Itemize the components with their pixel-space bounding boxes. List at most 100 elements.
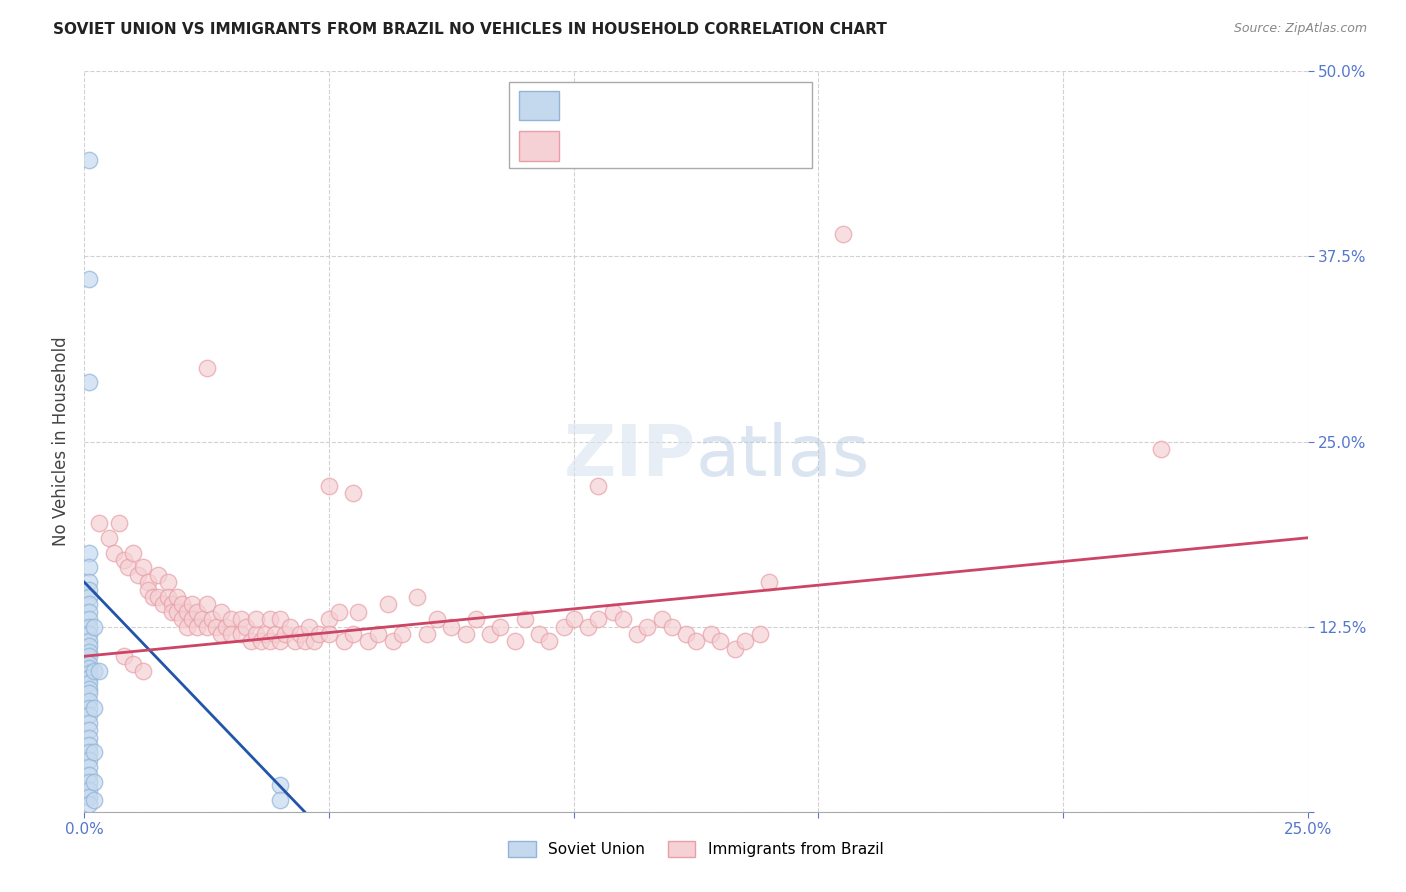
- Point: [269, 793, 291, 807]
- Point: [254, 627, 277, 641]
- Point: [77, 634, 100, 648]
- Point: [152, 598, 174, 612]
- Point: [626, 627, 648, 641]
- Text: atlas: atlas: [696, 422, 870, 491]
- Point: [77, 153, 100, 168]
- Point: [77, 775, 100, 789]
- Point: [107, 516, 129, 530]
- Point: [156, 575, 179, 590]
- Point: [83, 664, 105, 678]
- Point: [576, 619, 599, 633]
- Point: [77, 723, 100, 738]
- Point: [219, 627, 242, 641]
- Point: [77, 753, 100, 767]
- Point: [612, 612, 634, 626]
- Point: [328, 605, 350, 619]
- Point: [269, 634, 291, 648]
- Point: [122, 546, 145, 560]
- Point: [304, 634, 326, 648]
- Point: [367, 627, 389, 641]
- Point: [724, 641, 747, 656]
- Point: [176, 605, 198, 619]
- FancyBboxPatch shape: [519, 131, 558, 161]
- Point: [77, 582, 100, 597]
- Point: [122, 657, 145, 671]
- Point: [87, 516, 110, 530]
- Point: [342, 627, 364, 641]
- Point: [77, 619, 100, 633]
- Point: [127, 567, 149, 582]
- Point: [318, 612, 340, 626]
- Text: R =  0.209   N = 109: R = 0.209 N = 109: [571, 139, 747, 153]
- Point: [77, 271, 100, 285]
- Point: [77, 645, 100, 659]
- Point: [136, 582, 159, 597]
- Point: [77, 681, 100, 696]
- Point: [83, 746, 105, 760]
- Point: [77, 605, 100, 619]
- Point: [245, 612, 267, 626]
- Point: [97, 531, 120, 545]
- Point: [209, 605, 232, 619]
- Point: [156, 590, 179, 604]
- Point: [318, 627, 340, 641]
- Point: [186, 605, 208, 619]
- Point: [332, 634, 354, 648]
- Point: [186, 619, 208, 633]
- Point: [162, 598, 184, 612]
- Point: [377, 598, 399, 612]
- Point: [172, 598, 194, 612]
- Point: [112, 649, 135, 664]
- Text: SOVIET UNION VS IMMIGRANTS FROM BRAZIL NO VEHICLES IN HOUSEHOLD CORRELATION CHAR: SOVIET UNION VS IMMIGRANTS FROM BRAZIL N…: [53, 22, 887, 37]
- Point: [269, 778, 291, 792]
- Point: [112, 553, 135, 567]
- Point: [172, 612, 194, 626]
- Point: [77, 701, 100, 715]
- Point: [77, 760, 100, 774]
- Point: [215, 619, 238, 633]
- Point: [77, 708, 100, 723]
- Point: [357, 634, 380, 648]
- Point: [675, 627, 697, 641]
- Point: [416, 627, 439, 641]
- Point: [235, 619, 257, 633]
- Text: R = -0.340   N =  48: R = -0.340 N = 48: [571, 99, 747, 113]
- Point: [181, 598, 204, 612]
- Point: [77, 676, 100, 690]
- Point: [83, 775, 105, 789]
- Point: [538, 634, 561, 648]
- Point: [195, 360, 218, 375]
- Point: [562, 612, 585, 626]
- Point: [602, 605, 624, 619]
- Point: [77, 661, 100, 675]
- Point: [83, 619, 105, 633]
- Text: Source: ZipAtlas.com: Source: ZipAtlas.com: [1233, 22, 1367, 36]
- Point: [77, 767, 100, 781]
- Point: [529, 627, 551, 641]
- Point: [117, 560, 139, 574]
- Point: [77, 797, 100, 812]
- Point: [294, 634, 316, 648]
- Point: [239, 634, 262, 648]
- Point: [77, 746, 100, 760]
- Point: [132, 664, 155, 678]
- Point: [195, 619, 218, 633]
- Point: [136, 575, 159, 590]
- Point: [503, 634, 526, 648]
- Point: [146, 590, 169, 604]
- Point: [77, 639, 100, 653]
- Point: [166, 590, 188, 604]
- Point: [77, 672, 100, 686]
- Point: [77, 738, 100, 752]
- Point: [209, 627, 232, 641]
- Point: [685, 634, 707, 648]
- Point: [758, 575, 780, 590]
- Point: [219, 612, 242, 626]
- Point: [77, 376, 100, 390]
- Point: [77, 560, 100, 574]
- Point: [77, 686, 100, 700]
- Point: [406, 590, 429, 604]
- Text: ZIP: ZIP: [564, 422, 696, 491]
- Point: [77, 789, 100, 804]
- Point: [162, 605, 184, 619]
